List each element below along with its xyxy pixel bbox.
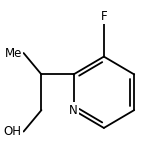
Text: OH: OH [4, 125, 22, 138]
Text: N: N [69, 104, 78, 117]
Text: Me: Me [5, 46, 22, 60]
Text: F: F [101, 10, 107, 23]
